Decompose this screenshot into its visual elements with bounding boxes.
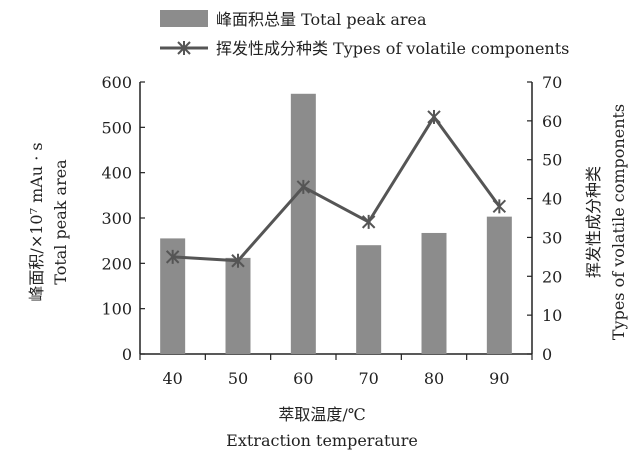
bar — [290, 93, 316, 354]
x-tick-label: 60 — [293, 369, 313, 388]
x-tick-label: 80 — [424, 369, 444, 388]
y-left-axis-title-en: Total peak area — [51, 159, 70, 285]
line-point-marker-icon — [165, 249, 180, 264]
bar — [225, 257, 251, 354]
line-point-marker-icon — [492, 199, 507, 214]
series-line — [172, 115, 501, 263]
y-left-axis-title-cn: 峰面积/×10⁷ mAu · s — [27, 142, 46, 301]
y-right-tick-label: 30 — [542, 228, 562, 247]
y-left-tick-label: 500 — [101, 118, 132, 137]
y-right-axis-title-en: Types of volatile components — [609, 104, 628, 340]
bar — [486, 216, 512, 354]
y-right-tick-label: 70 — [542, 73, 562, 92]
legend-bar-swatch — [160, 10, 208, 27]
y-right-tick-label: 60 — [542, 112, 562, 131]
x-axis-title-cn: 萃取温度/℃ — [278, 405, 365, 424]
legend-line-marker-icon — [177, 41, 191, 55]
line-point-marker-icon — [296, 179, 311, 194]
bar-series — [160, 93, 512, 354]
x-tick-label: 90 — [489, 369, 509, 388]
y-left-tick-label: 600 — [101, 73, 132, 92]
x-tick-label: 70 — [358, 369, 378, 388]
y-left-tick-label: 0 — [122, 345, 132, 364]
y-right-tick-label: 20 — [542, 267, 562, 286]
y-right-axis-title-cn: 挥发性成分种类 — [584, 166, 603, 278]
legend-bar-label: 峰面积总量 Total peak area — [216, 10, 427, 29]
bar — [356, 245, 382, 354]
y-right-tick-label: 0 — [542, 345, 552, 364]
legend-line-label: 挥发性成分种类 Types of volatile components — [216, 39, 569, 58]
y-right-tick-label: 10 — [542, 306, 562, 325]
x-axis-title-en: Extraction temperature — [226, 431, 418, 450]
line-series — [165, 109, 507, 268]
x-tick-label: 50 — [228, 369, 248, 388]
x-tick-label: 40 — [162, 369, 182, 388]
y-left-tick-label: 300 — [101, 209, 132, 228]
y-left-tick-label: 200 — [101, 254, 132, 273]
y-left-tick-label: 100 — [101, 300, 132, 319]
y-left-tick-label: 400 — [101, 164, 132, 183]
legend: 峰面积总量 Total peak area 挥发性成分种类 Types of v… — [160, 10, 569, 58]
y-right-tick-label: 50 — [542, 151, 562, 170]
axes: 0 100 200 300 400 500 600 0 10 20 30 40 50 60 70 40 50 60… — [101, 73, 562, 388]
line-point-marker-icon — [361, 214, 376, 229]
line-point-marker-icon — [231, 253, 245, 268]
y-right-tick-label: 40 — [542, 190, 562, 209]
bar — [421, 232, 447, 354]
line-point-marker-icon — [427, 109, 441, 124]
